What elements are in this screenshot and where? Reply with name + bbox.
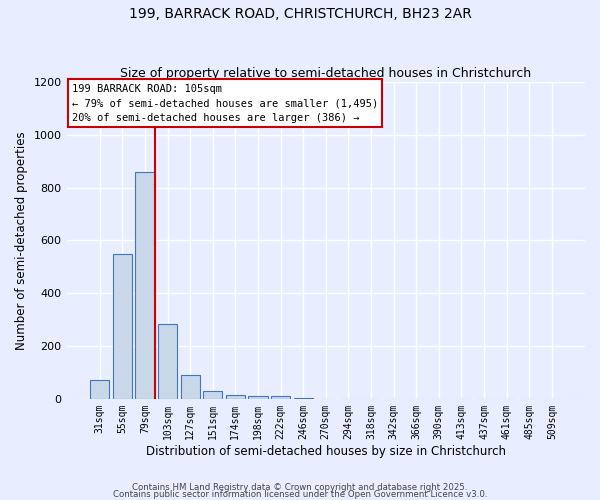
Y-axis label: Number of semi-detached properties: Number of semi-detached properties <box>15 131 28 350</box>
Bar <box>181 375 200 399</box>
Bar <box>203 391 223 399</box>
Bar <box>90 380 109 399</box>
Bar <box>113 254 132 399</box>
Bar <box>248 396 268 399</box>
Bar <box>293 398 313 399</box>
Text: Contains HM Land Registry data © Crown copyright and database right 2025.: Contains HM Land Registry data © Crown c… <box>132 484 468 492</box>
Text: Contains public sector information licensed under the Open Government Licence v3: Contains public sector information licen… <box>113 490 487 499</box>
Bar <box>226 395 245 399</box>
Text: 199 BARRACK ROAD: 105sqm
← 79% of semi-detached houses are smaller (1,495)
20% o: 199 BARRACK ROAD: 105sqm ← 79% of semi-d… <box>72 84 378 123</box>
Title: Size of property relative to semi-detached houses in Christchurch: Size of property relative to semi-detach… <box>120 66 532 80</box>
Bar <box>271 396 290 399</box>
Text: 199, BARRACK ROAD, CHRISTCHURCH, BH23 2AR: 199, BARRACK ROAD, CHRISTCHURCH, BH23 2A… <box>128 8 472 22</box>
X-axis label: Distribution of semi-detached houses by size in Christchurch: Distribution of semi-detached houses by … <box>146 444 506 458</box>
Bar <box>158 324 177 399</box>
Bar <box>136 172 155 399</box>
